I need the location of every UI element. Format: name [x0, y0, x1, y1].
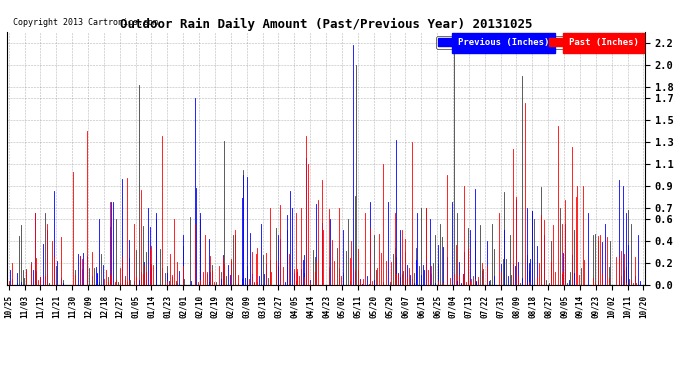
Legend: Previous (Inches), Past (Inches): Previous (Inches), Past (Inches) [436, 36, 640, 49]
Text: Copyright 2013 Cartronics.com: Copyright 2013 Cartronics.com [13, 18, 158, 27]
Title: Outdoor Rain Daily Amount (Past/Previous Year) 20131025: Outdoor Rain Daily Amount (Past/Previous… [120, 18, 532, 31]
